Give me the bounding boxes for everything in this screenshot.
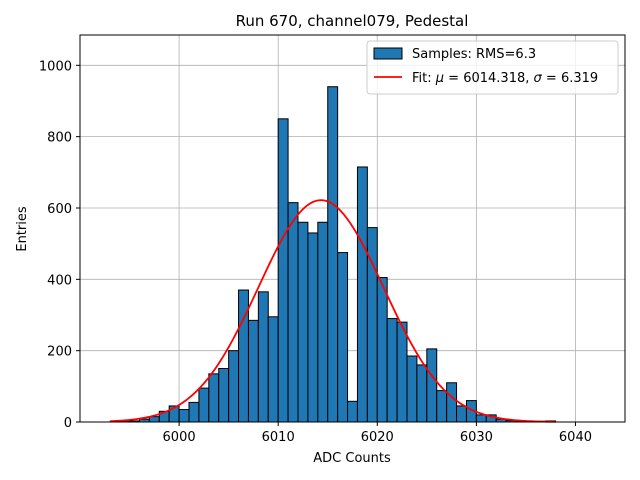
fit-curve xyxy=(109,199,556,423)
y-tick-label: 800 xyxy=(47,131,72,146)
y-tick-label: 0 xyxy=(64,416,72,431)
y-axis-ticks: 0 200 400 600 800 1000 xyxy=(39,59,80,431)
legend-swatch-histogram xyxy=(373,47,403,60)
histogram-bar xyxy=(327,86,339,423)
histogram-bar xyxy=(426,348,438,423)
histogram-bar xyxy=(436,390,448,423)
x-axis-ticks: 6000 6010 6020 6030 6040 xyxy=(163,422,592,445)
chart-title: Run 670, channel079, Pedestal xyxy=(236,12,469,30)
legend-fit-sep: , xyxy=(525,71,533,86)
x-tick-label: 6040 xyxy=(559,430,592,445)
histogram-bar xyxy=(307,232,319,423)
x-tick-label: 6010 xyxy=(262,430,295,445)
histogram-bar xyxy=(287,202,299,423)
legend-label-histogram: Samples: RMS=6.3 xyxy=(412,47,536,62)
histogram-bar xyxy=(376,277,388,423)
histogram-bar xyxy=(188,401,200,423)
x-tick-label: 6000 xyxy=(163,430,196,445)
histogram-bar xyxy=(406,355,418,423)
legend-box xyxy=(366,40,619,95)
histogram-bars xyxy=(119,86,557,423)
histogram-bar xyxy=(347,400,358,423)
y-tick-label: 400 xyxy=(47,273,72,288)
histogram-bar xyxy=(297,221,309,423)
histogram-bar xyxy=(356,166,368,423)
legend-fit-mu-symbol: μ xyxy=(435,71,444,86)
legend-fit-sigma-eq: = xyxy=(542,71,561,86)
fit-curve-group xyxy=(109,199,556,423)
legend-fit-sigma-value: 6.319 xyxy=(561,71,598,86)
histogram-bar xyxy=(396,321,408,423)
histogram-bar xyxy=(337,252,349,423)
y-tick-label: 600 xyxy=(47,202,72,217)
y-tick-label: 200 xyxy=(47,345,72,360)
legend-label-fit: Fit: μ = 6014.318, σ = 6.319 xyxy=(412,71,598,86)
histogram-bar xyxy=(386,318,398,423)
x-axis-title: ADC Counts xyxy=(313,451,391,466)
histogram-bar xyxy=(277,118,289,423)
histogram-bar xyxy=(228,350,240,423)
histogram-bar xyxy=(148,416,160,423)
legend-fit-mu-eq: = xyxy=(444,71,463,86)
legend-fit-mu-value: 6014.318 xyxy=(463,71,525,86)
histogram-bar xyxy=(178,409,190,423)
histogram-bar xyxy=(198,387,210,423)
histogram-bar xyxy=(317,221,329,423)
histogram-bar xyxy=(218,367,230,423)
histogram-bar xyxy=(257,291,269,423)
histogram-bar xyxy=(267,316,279,423)
y-axis-title: Entries xyxy=(15,206,30,252)
histogram-bar xyxy=(247,319,259,423)
legend: Samples: RMS=6.3 Fit: μ = 6014.318, σ = … xyxy=(366,40,619,95)
histogram-bar xyxy=(456,405,467,423)
histogram-bar xyxy=(446,382,458,423)
legend-fit-prefix: Fit: xyxy=(412,71,436,86)
y-tick-label: 1000 xyxy=(39,59,72,74)
x-tick-label: 6030 xyxy=(460,430,493,445)
legend-fit-sigma-symbol: σ xyxy=(534,71,543,86)
plot-frame xyxy=(79,34,626,423)
x-tick-label: 6020 xyxy=(361,430,394,445)
histogram-bar xyxy=(208,373,220,423)
histogram-bar xyxy=(416,364,428,423)
histogram-bar xyxy=(475,414,487,423)
